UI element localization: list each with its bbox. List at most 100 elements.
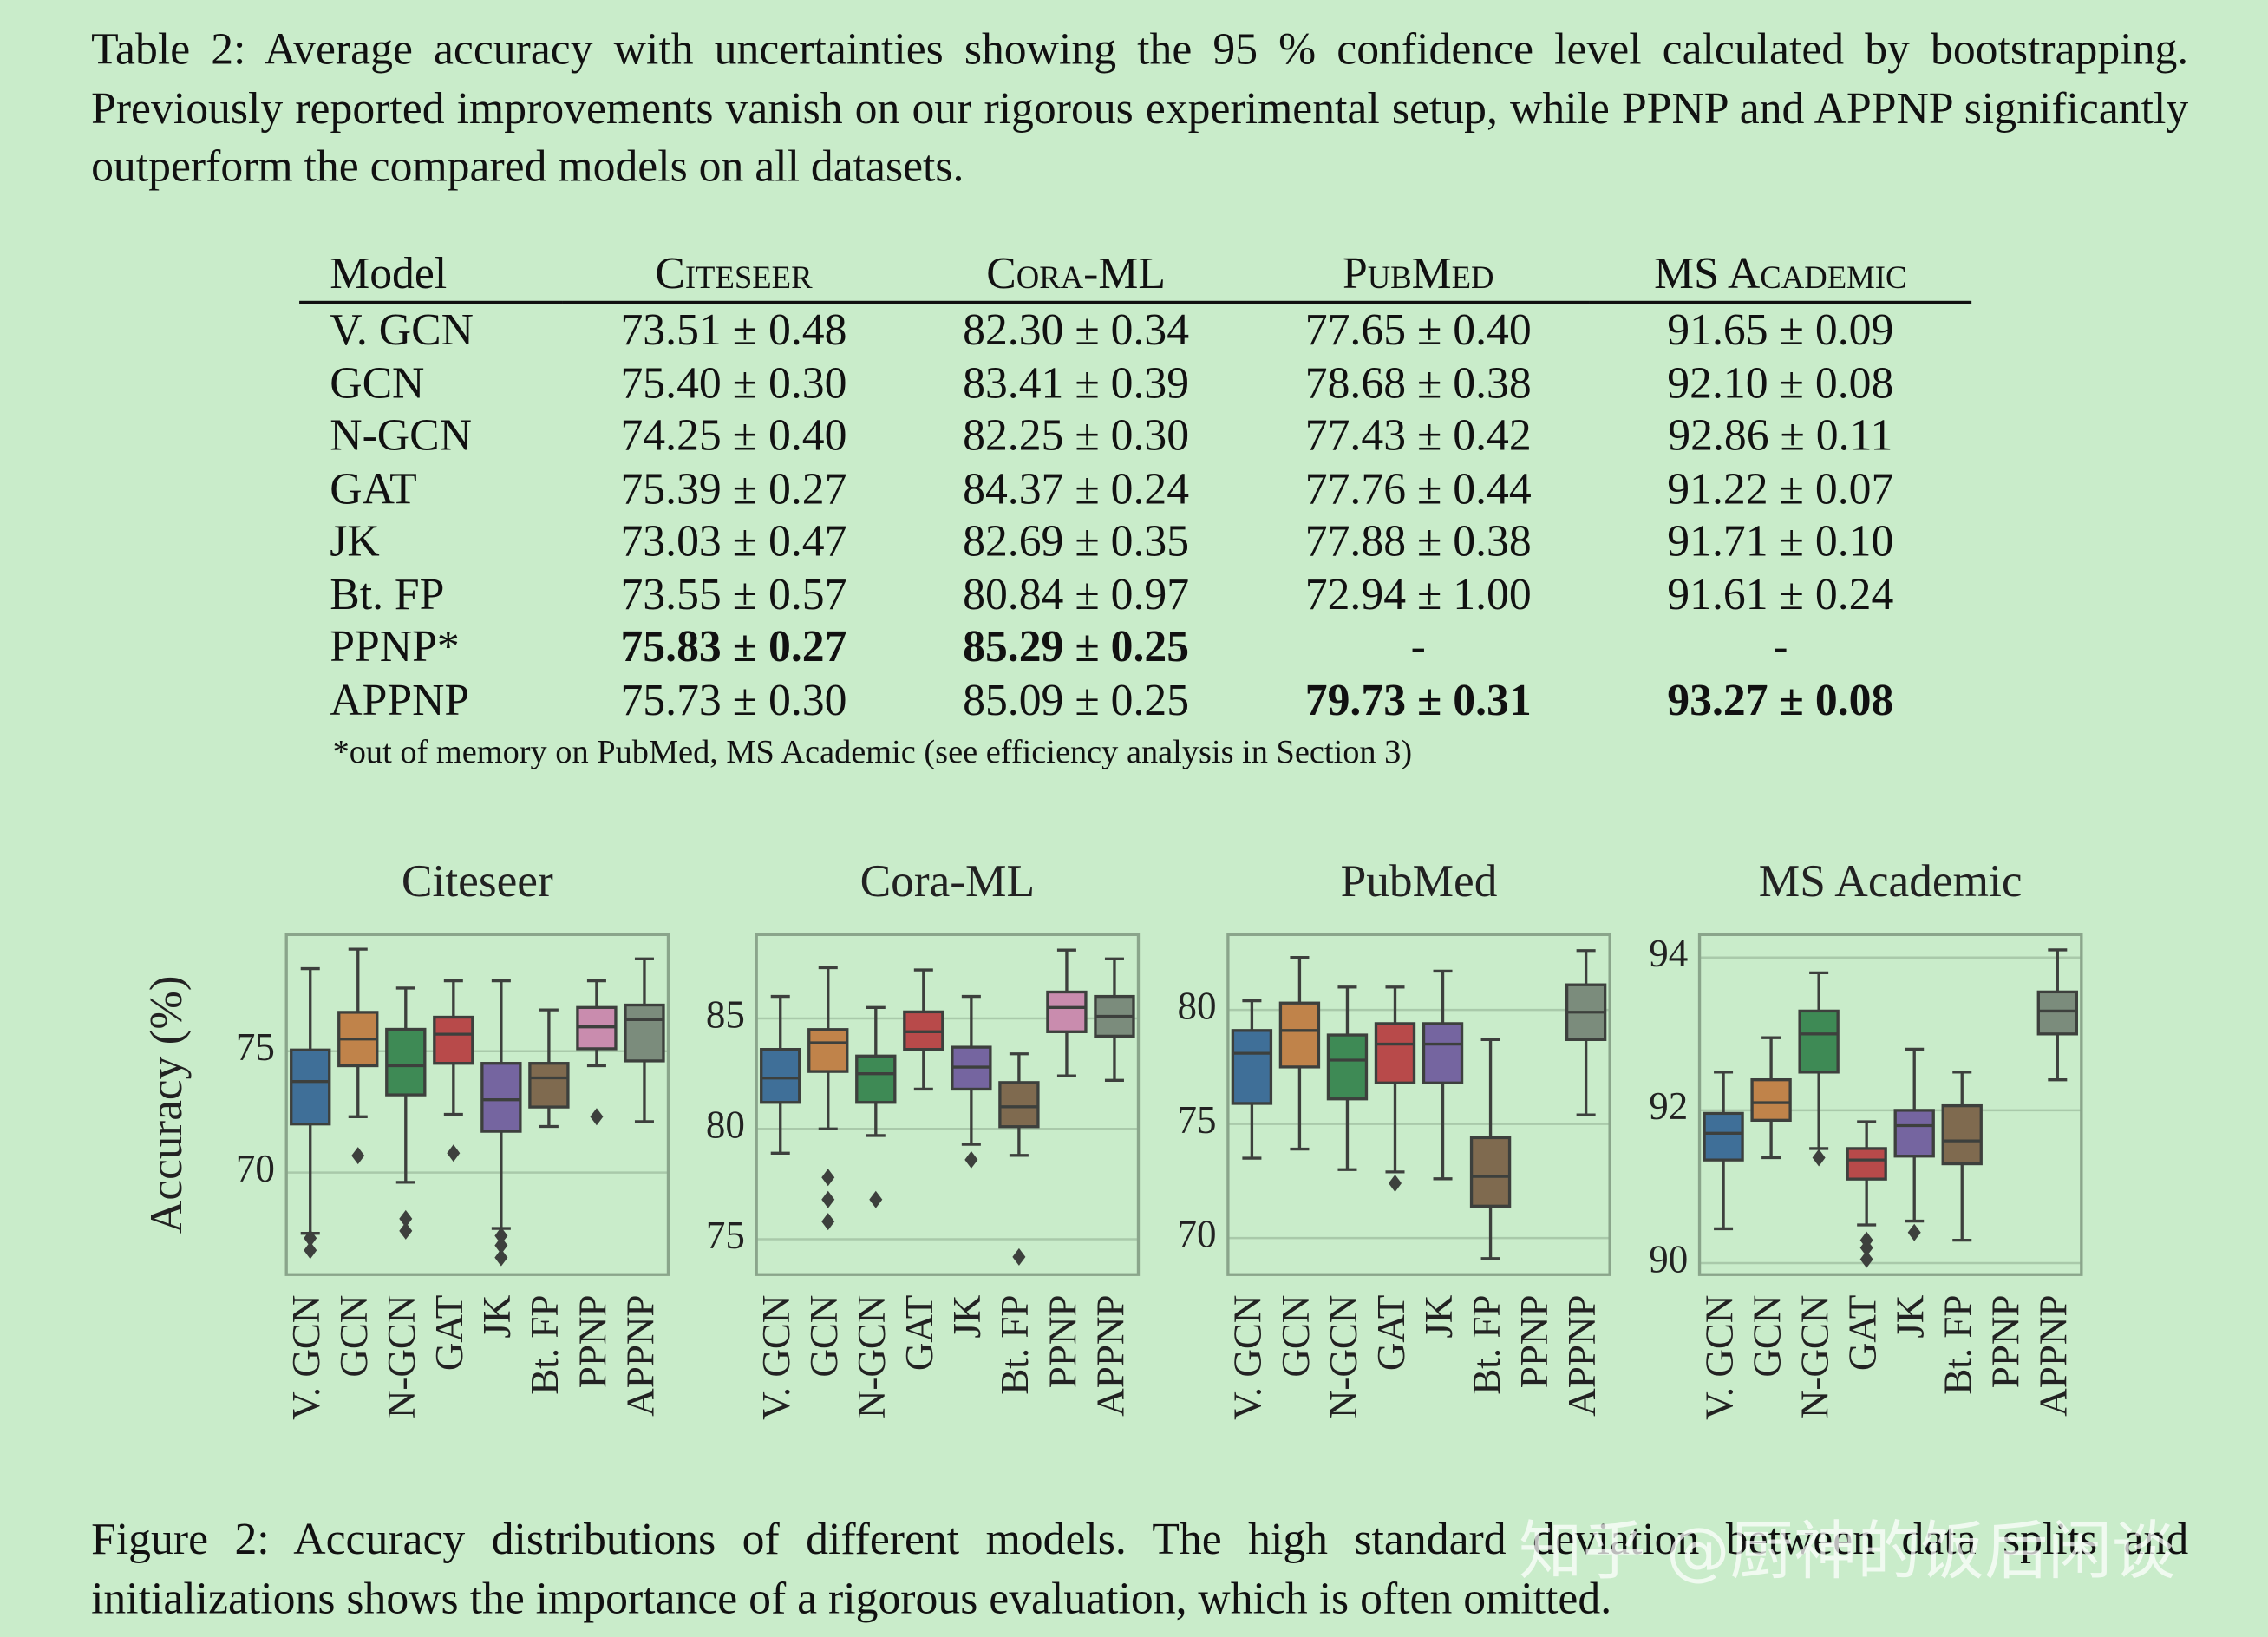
table-cell: 77.43 ± 0.42 [1304,409,1532,461]
box [433,1015,474,1065]
plot-frame [284,933,670,1276]
x-tick-label: APPNP [1560,1295,1604,1417]
box [1846,1147,1887,1181]
y-tick-label: 94 [1649,932,1688,975]
table-cell: 75.73 ± 0.30 [620,673,847,725]
box [1374,1022,1416,1084]
chart-title: PubMed [1341,855,1498,907]
table-cell: 72.94 ± 1.00 [1304,567,1532,619]
plot-frame [1226,933,1611,1276]
x-tick-label: N-GCN [1322,1295,1365,1419]
table-cell: - [1410,620,1426,672]
outlier [1812,1149,1826,1167]
box [290,1048,331,1126]
outlier [1907,1223,1921,1241]
x-tick-label: APPNP [2032,1295,2075,1417]
table-cell: PPNP* [330,620,460,672]
box [1231,1029,1273,1105]
table-cell: 77.65 ± 0.40 [1304,304,1532,356]
x-tick-label: N-GCN [850,1295,893,1419]
table-cell: 91.71 ± 0.10 [1667,515,1894,566]
table-cell: 80.84 ± 0.97 [963,567,1190,619]
chart-title: Citeseer [402,855,553,907]
y-tick-label: 75 [1178,1098,1217,1142]
x-tick-label: APPNP [1088,1295,1132,1417]
plot-frame [1697,933,2083,1276]
x-tick-label: N-GCN [1793,1295,1836,1419]
chart-title: MS Academic [1759,855,2023,907]
box [855,1054,897,1104]
x-tick-label: GCN [1274,1295,1317,1378]
x-tick-label: GCN [332,1295,376,1378]
outlier [399,1221,413,1240]
outlier [821,1169,835,1187]
table-cell: - [1773,620,1788,672]
header-row: Model Citeseer Cora-ML PubMed MS Academic [299,246,1972,304]
outlier [964,1150,978,1169]
table-row: APPNP 75.73 ± 0.30 85.09 ± 0.25 79.73 ± 0.3… [299,673,1971,726]
figure-caption: Figure 2: Accuracy distributions of diff… [91,1513,2189,1623]
y-tick-label: 85 [706,992,745,1036]
table-cell: V. GCN [330,304,474,356]
x-tick-label: Bt. FP [993,1295,1036,1395]
x-tick-label: PPNP [571,1295,614,1389]
outlier [447,1144,461,1162]
box [1046,990,1088,1033]
table-cell: N-GCN [330,409,472,461]
x-tick-label: V. GCN [755,1295,798,1420]
x-tick-label: Bt. FP [523,1295,566,1395]
box [807,1028,849,1073]
table-row: GCN 75.40 ± 0.30 83.41 ± 0.39 78.68 ± 0.38 9… [299,357,1971,409]
table-cell: GCN [330,357,425,408]
box [1278,1001,1321,1069]
chart-title: Cora-ML [860,855,1036,907]
box [385,1027,427,1097]
outlier [351,1147,365,1165]
x-tick-label: GAT [1840,1295,1884,1372]
table-cell: APPNP [330,673,470,725]
table-caption: Table 2: Average accuracy with uncertain… [91,23,2189,192]
outlier [1388,1175,1402,1193]
x-tick-label: PPNP [1513,1295,1556,1389]
table-cell: 82.25 ± 0.30 [963,409,1190,461]
outlier [494,1248,508,1267]
x-tick-label: JK [475,1294,519,1339]
table-cell: 75.83 ± 0.27 [620,620,847,672]
y-tick-label: 80 [706,1103,745,1147]
y-tick-label: 90 [1649,1237,1688,1280]
table-cell: 91.61 ± 0.24 [1667,567,1894,619]
box [1750,1077,1792,1123]
x-tick-label: N-GCN [380,1295,423,1419]
table-cell: 85.29 ± 0.25 [963,620,1190,672]
box [2036,990,2078,1036]
x-tick-label: V. GCN [1697,1295,1741,1420]
box [1326,1033,1369,1101]
box [1798,1009,1840,1074]
box [624,1003,665,1063]
x-tick-label: PPNP [1984,1295,2028,1389]
watermark: 知乎 @厨神的饭后闲谈 [1519,1515,2176,1589]
table-cell: 79.73 ± 0.31 [1304,673,1532,725]
plot-frame [755,933,1141,1276]
outlier [821,1190,835,1208]
y-axis-label: Accuracy (%) [140,975,192,1234]
box [998,1081,1040,1129]
header-cell: MS Academic [1589,246,1972,304]
table-cell: 77.76 ± 0.44 [1304,462,1532,514]
y-tick-label: 75 [236,1025,275,1069]
table-row: GAT 75.39 ± 0.27 84.37 ± 0.24 77.76 ± 0.44 9… [299,462,1971,515]
table-footnote: *out of memory on PubMed, MS Academic (s… [332,733,1413,770]
x-tick-label: GAT [428,1295,471,1372]
x-tick-label: Bt. FP [1465,1295,1508,1395]
table-body: V. GCN 73.51 ± 0.48 82.30 ± 0.34 77.65 ± 0.… [299,303,1971,727]
box [1893,1109,1935,1158]
y-tick-label: 80 [1178,984,1217,1027]
header-cell: Cora-ML [905,246,1247,304]
y-tick-label: 70 [236,1147,275,1190]
table-cell: 73.55 ± 0.57 [620,567,847,619]
outlier [1012,1247,1026,1266]
y-tick-label: 92 [1649,1084,1688,1128]
